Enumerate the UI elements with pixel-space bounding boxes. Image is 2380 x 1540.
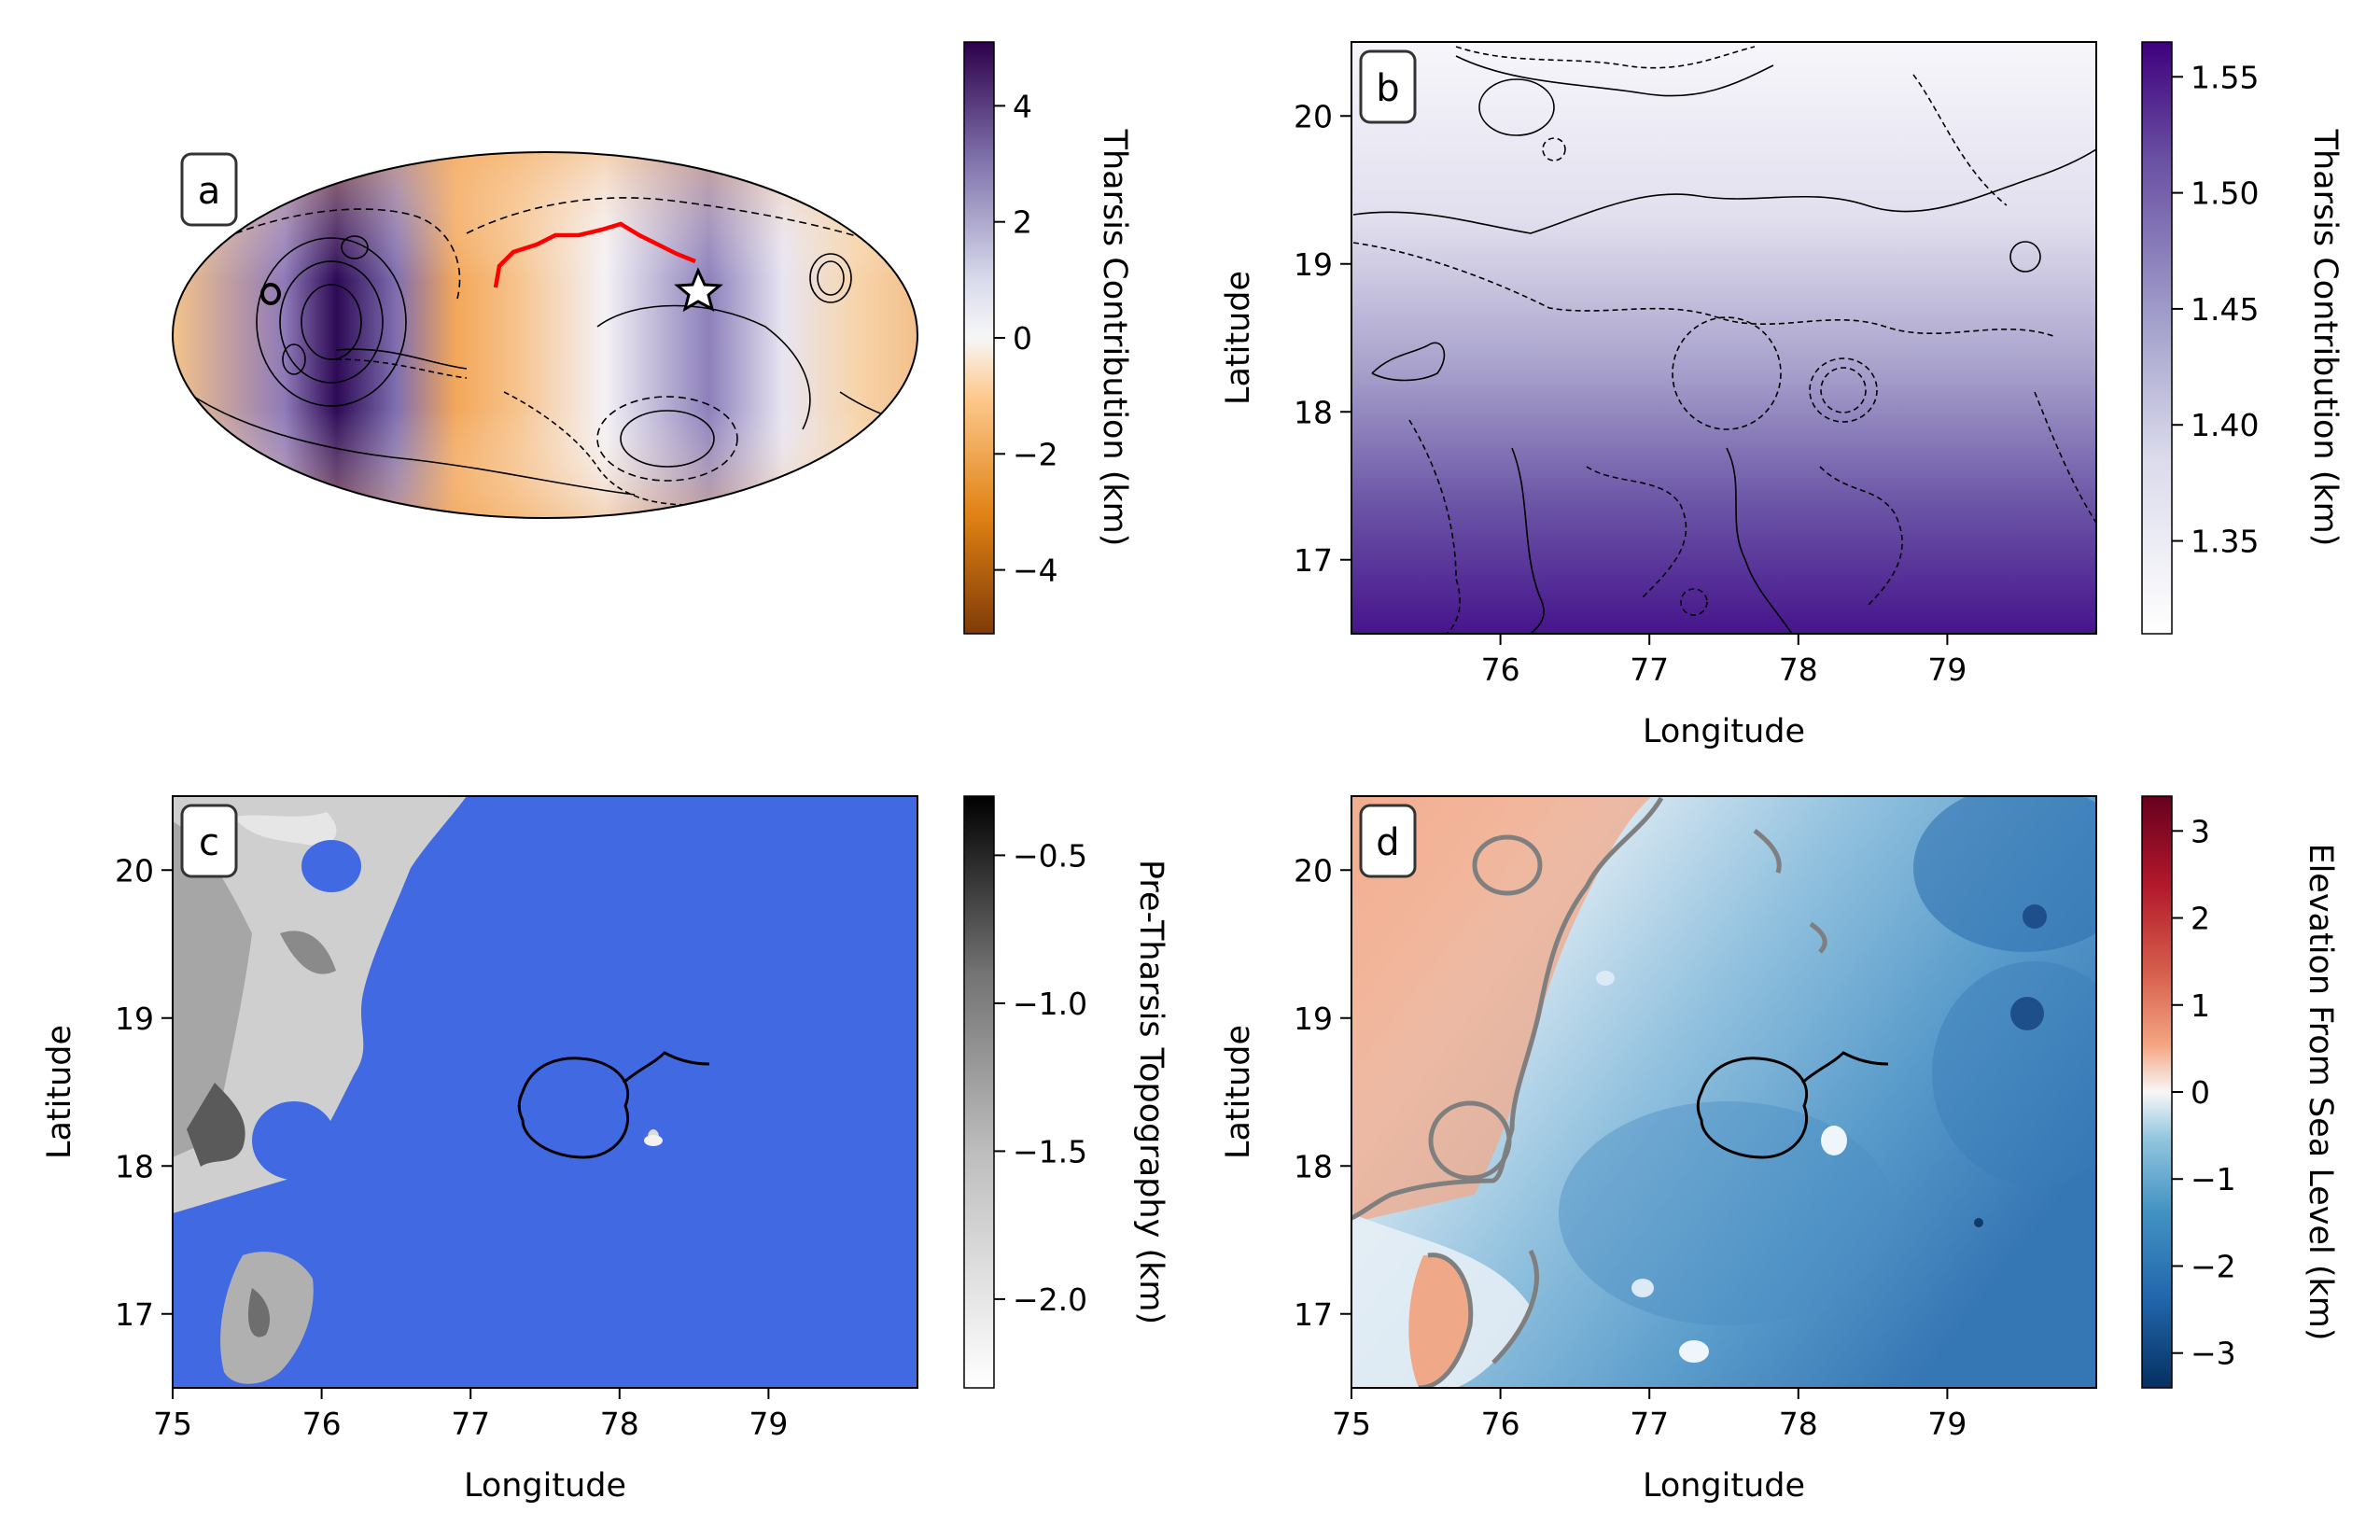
panel-a-tag: a (180, 152, 238, 227)
panel-c-terrain (173, 796, 663, 1384)
panel-c-xlabel: Longitude (464, 1467, 626, 1505)
colorbar-tick-label: 1.55 (2191, 59, 2259, 95)
panel-c-tag: c (180, 804, 238, 878)
panel-a-map-outline (172, 151, 918, 519)
panel-d-yticks: 17 18 19 20 (1294, 852, 1351, 1333)
y-tick-label: 18 (1294, 1148, 1333, 1184)
panel-a: a 4 2 0 −2 −4 Tharsis Contribution (km) (172, 41, 1133, 635)
panel-b-axes-frame (1351, 41, 2097, 635)
panel-c: 75 76 77 78 79 17 18 19 20 Longitude Latitude c… (41, 795, 1169, 1505)
colorbar-tick-label: −3 (2191, 1336, 2236, 1372)
x-tick-label: 77 (1630, 651, 1669, 688)
panel-d-tag: d (1359, 804, 1417, 878)
colorbar-tick-label: 4 (1013, 88, 1032, 124)
colorbar-tick-label: 2 (1013, 204, 1032, 241)
y-tick-label: 18 (115, 1148, 154, 1184)
x-tick-label: 76 (1481, 651, 1520, 688)
panel-c-crater-outline (517, 1051, 710, 1159)
svg-text:a: a (198, 170, 221, 213)
panel-d-shoreline (1351, 796, 1827, 1388)
x-tick-label: 78 (1779, 1406, 1818, 1442)
x-tick-label: 75 (1332, 1406, 1371, 1442)
panel-d-xticks: 75 76 77 78 79 (1332, 1388, 1967, 1442)
panel-b-xlabel: Longitude (1643, 713, 1805, 750)
panel-a-colorbar-label: Tharsis Contribution (km) (1096, 129, 1133, 547)
panel-d-colorbar-ticks: 3 2 1 0 −1 −2 −3 (2172, 813, 2236, 1372)
colorbar-tick-label: −1.0 (1013, 986, 1087, 1022)
panel-b-colorbar-label: Tharsis Contribution (km) (2306, 129, 2344, 547)
colorbar-tick-label: −2 (2191, 1248, 2236, 1284)
y-tick-label: 17 (115, 1296, 154, 1333)
y-tick-label: 19 (1294, 1001, 1333, 1037)
colorbar-tick-label: −1 (2191, 1161, 2236, 1197)
svg-text:b: b (1376, 67, 1399, 110)
y-tick-label: 20 (1294, 852, 1333, 889)
x-tick-label: 79 (1927, 1406, 1967, 1442)
panel-d-xlabel: Longitude (1643, 1467, 1805, 1505)
x-tick-label: 78 (1779, 651, 1818, 688)
panel-b: 76 77 78 79 17 18 19 20 Longitude Latitude b 1… (1220, 41, 2344, 750)
panel-b-colorbar-ticks: 1.55 1.50 1.45 1.40 1.35 (2172, 59, 2259, 560)
x-tick-label: 76 (1481, 1406, 1520, 1442)
panel-b-ylabel: Latitude (1220, 271, 1257, 405)
panel-c-axes-frame (172, 795, 918, 1389)
panel-c-colorbar (963, 795, 995, 1389)
panel-d-ylabel: Latitude (1220, 1025, 1257, 1159)
x-tick-label: 75 (153, 1406, 192, 1442)
colorbar-tick-label: 1 (2191, 987, 2210, 1024)
panel-c-ylabel: Latitude (41, 1025, 78, 1159)
panel-d-axes-frame (1351, 795, 2097, 1389)
panel-a-map (173, 152, 917, 518)
y-tick-label: 18 (1294, 394, 1333, 430)
x-tick-label: 77 (451, 1406, 490, 1442)
panel-c-yticks: 17 18 19 20 (115, 852, 173, 1333)
panel-d-crater-outline (1696, 1051, 1889, 1159)
colorbar-tick-label: −2 (1013, 436, 1058, 472)
x-tick-label: 79 (1927, 651, 1967, 688)
y-tick-label: 17 (1294, 542, 1333, 579)
panel-c-colorbar-ticks: −0.5 −1.0 −1.5 −2.0 (994, 837, 1087, 1318)
panel-b-xticks: 76 77 78 79 (1481, 634, 1967, 688)
panel-b-tag: b (1359, 49, 1417, 124)
panel-a-field-shading (173, 152, 917, 518)
colorbar-tick-label: 2 (2191, 901, 2210, 937)
panel-c-xticks: 75 76 77 78 79 (153, 1388, 788, 1442)
colorbar-tick-label: −4 (1013, 553, 1058, 589)
colorbar-tick-label: 0 (2191, 1074, 2210, 1111)
x-tick-label: 78 (600, 1406, 639, 1442)
colorbar-tick-label: 0 (1013, 320, 1032, 357)
colorbar-tick-label: 1.45 (2191, 291, 2259, 328)
svg-text:d: d (1376, 821, 1399, 864)
x-tick-label: 79 (749, 1406, 788, 1442)
panel-a-colorbar-ticks: 4 2 0 −2 −4 (994, 88, 1058, 589)
panel-a-colorbar (963, 41, 995, 635)
colorbar-tick-label: −1.5 (1013, 1133, 1087, 1169)
panel-d-colorbar (2141, 795, 2173, 1389)
panel-c-colorbar-label: Pre-Tharsis Topography (km) (1132, 860, 1169, 1324)
panel-a-red-profile (493, 221, 696, 288)
panel-b-contours (1352, 46, 2096, 634)
panel-a-star-marker (674, 267, 723, 313)
x-tick-label: 76 (302, 1406, 342, 1442)
x-tick-label: 77 (1630, 1406, 1669, 1442)
colorbar-tick-label: 1.40 (2191, 407, 2259, 443)
panel-b-colorbar (2141, 41, 2173, 635)
panel-d-colorbar-label: Elevation From Sea Level (km) (2302, 843, 2339, 1340)
colorbar-tick-label: −2.0 (1013, 1281, 1087, 1318)
panel-b-yticks: 17 18 19 20 (1294, 98, 1351, 579)
svg-text:c: c (199, 821, 219, 864)
y-tick-label: 20 (1294, 98, 1333, 134)
y-tick-label: 20 (115, 852, 154, 889)
colorbar-tick-label: 1.35 (2191, 524, 2259, 560)
y-tick-label: 19 (1294, 246, 1333, 283)
panel-b-field (1351, 42, 2096, 634)
colorbar-tick-label: 3 (2191, 813, 2210, 849)
colorbar-tick-label: −0.5 (1013, 837, 1087, 874)
colorbar-tick-label: 1.50 (2191, 175, 2259, 212)
y-tick-label: 19 (115, 1001, 154, 1037)
y-tick-label: 17 (1294, 1296, 1333, 1333)
